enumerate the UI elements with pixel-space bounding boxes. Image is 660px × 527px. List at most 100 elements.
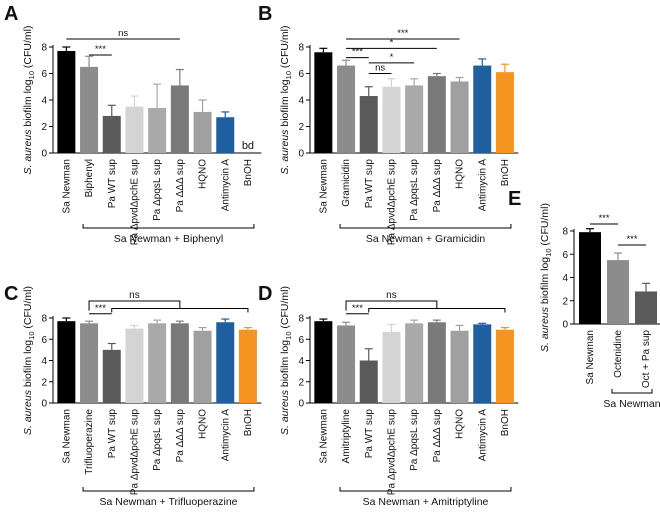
category-label: Sa Newman [318,159,329,213]
bar [382,86,401,153]
y-tick-label: 2 [41,377,47,388]
y-tick-label: 8 [298,314,304,325]
y-tick-label: 8 [298,43,304,54]
y-tick-label: 6 [298,69,304,80]
panel-letter-d: D [258,283,272,305]
y-tick-label: 0 [41,399,47,410]
panel-letter-b: B [258,3,272,25]
category-label: HQNO [198,409,209,439]
category-label: Sa Newman [318,409,329,463]
bar [57,321,76,403]
ns-sub-bracket [368,307,506,313]
category-label: Pa ΔpqsL sup [409,409,420,471]
y-tick-label: 8 [562,227,568,238]
bar [148,107,167,153]
category-label: Pa ΔpqsL sup [152,409,163,471]
category-label: Antimycin A [220,409,231,462]
category-label: Pa ΔΔΔ sup [175,159,186,213]
bar [238,329,257,403]
significance-label: ns [118,28,128,39]
y-axis-label: S. aureus biofilm log10 (CFU/ml) [539,203,553,352]
category-label: BnOH [243,159,254,186]
category-label: Oct + Pa sup [641,330,652,389]
significance-label: *** [397,28,408,39]
category-label: HQNO [455,409,466,439]
group-label: Sa Newman + Gramicidin [366,233,485,245]
bar [102,115,121,153]
group-bracket [611,389,653,394]
bar [216,117,235,153]
category-label: BnOH [500,409,511,436]
y-tick-label: 0 [298,399,304,410]
ns-bracket [88,300,181,311]
category-label: Pa WT sup [107,409,118,459]
chart-panel-b: 0 2 4 6 8 S. aureus biofilm log10 (CFU/ml) Sa … [279,26,519,246]
group-bracket [339,487,512,492]
bar [216,322,235,403]
ns-sub-bracket [111,307,249,313]
ns-label: ns [386,290,397,301]
bar [450,330,469,403]
bar [80,66,99,153]
category-label: Pa ΔpvdΔpchE sup [386,159,397,246]
category-label: Antimycin A [477,409,488,462]
significance-label: ns [375,63,385,74]
category-label: Antimycin A [220,159,231,212]
bar [405,323,424,403]
bar [57,50,76,153]
y-tick-label: 4 [562,273,568,284]
bar [495,329,514,403]
category-label: Pa ΔΔΔ sup [175,409,186,463]
y-tick-label: 6 [298,335,304,346]
bar [80,323,99,403]
bar [170,323,189,403]
bar [495,72,514,153]
significance-label: *** [95,303,106,314]
significance-label: *** [95,44,106,55]
y-tick-label: 2 [41,122,47,133]
bar [125,328,144,403]
category-label: Pa WT sup [107,159,118,209]
panel-letter-e: E [508,188,521,210]
group-label: Sa Newman + Amitriptyline [363,496,489,508]
y-tick-label: 4 [41,96,47,107]
category-label: BnOH [243,409,254,436]
y-tick-label: 6 [41,335,47,346]
y-tick-label: 2 [298,377,304,388]
category-label: Pa WT sup [364,159,375,209]
y-tick-label: 0 [562,320,568,331]
bar [314,52,333,153]
bar [450,81,469,153]
y-tick-label: 0 [41,149,47,160]
category-label: Octenidine [613,330,624,378]
y-axis-label: S. aureus biofilm log10 (CFU/ml) [22,286,36,435]
panel-letter-a: A [4,3,18,25]
group-label: Sa Newman + Trifluoperazine [99,496,237,508]
panel-letter-c: C [4,283,18,305]
category-label: Pa ΔpqsL sup [409,159,420,221]
category-label: Pa WT sup [364,409,375,459]
category-label: Sa Newman [61,159,72,213]
y-tick-label: 0 [298,149,304,160]
y-tick-label: 4 [298,356,304,367]
bar [125,106,144,153]
category-label: Pa ΔΔΔ sup [432,409,443,463]
category-label: Trifluoperazine [84,409,95,475]
category-label: Pa ΔΔΔ sup [432,159,443,213]
chart-panel-a: 0 2 4 6 8 S. aureus biofilm log10 (CFU/ml) Sa … [22,26,262,245]
group-bracket [339,224,512,229]
category-label: HQNO [455,159,466,189]
group-label: Sa Newman + Biphenyl [114,233,223,245]
bar [337,325,356,403]
y-tick-label: 2 [298,122,304,133]
category-label: Pa ΔpvdΔpchE sup [129,409,140,496]
y-tick-label: 6 [562,250,568,261]
bar [405,85,424,153]
ns-label: ns [129,290,140,301]
category-label: Sa Newman [585,330,596,384]
bar [337,65,356,153]
y-axis-label: S. aureus biofilm log10 (CFU/ml) [279,286,293,435]
significance-label: *** [352,303,363,314]
category-label: Gramicidin [341,159,352,207]
